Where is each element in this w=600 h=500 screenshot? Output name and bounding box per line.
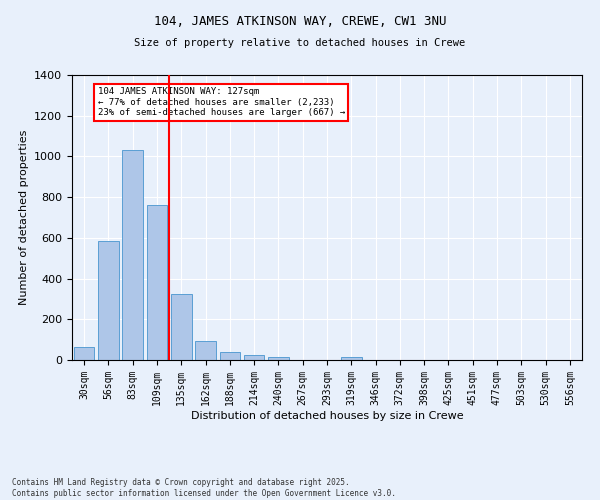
Bar [268,357,289,360]
Bar [244,355,265,360]
Bar [98,241,119,360]
Text: Contains HM Land Registry data © Crown copyright and database right 2025.
Contai: Contains HM Land Registry data © Crown c… [12,478,396,498]
Bar [146,205,167,360]
Bar [195,340,216,360]
Text: 104 JAMES ATKINSON WAY: 127sqm
← 77% of detached houses are smaller (2,233)
23% : 104 JAMES ATKINSON WAY: 127sqm ← 77% of … [97,87,345,117]
Bar [220,352,240,360]
Text: Size of property relative to detached houses in Crewe: Size of property relative to detached ho… [134,38,466,48]
Y-axis label: Number of detached properties: Number of detached properties [19,130,29,305]
Bar [341,357,362,360]
Bar [74,347,94,360]
X-axis label: Distribution of detached houses by size in Crewe: Distribution of detached houses by size … [191,410,463,420]
Text: 104, JAMES ATKINSON WAY, CREWE, CW1 3NU: 104, JAMES ATKINSON WAY, CREWE, CW1 3NU [154,15,446,28]
Bar [122,150,143,360]
Bar [171,294,191,360]
